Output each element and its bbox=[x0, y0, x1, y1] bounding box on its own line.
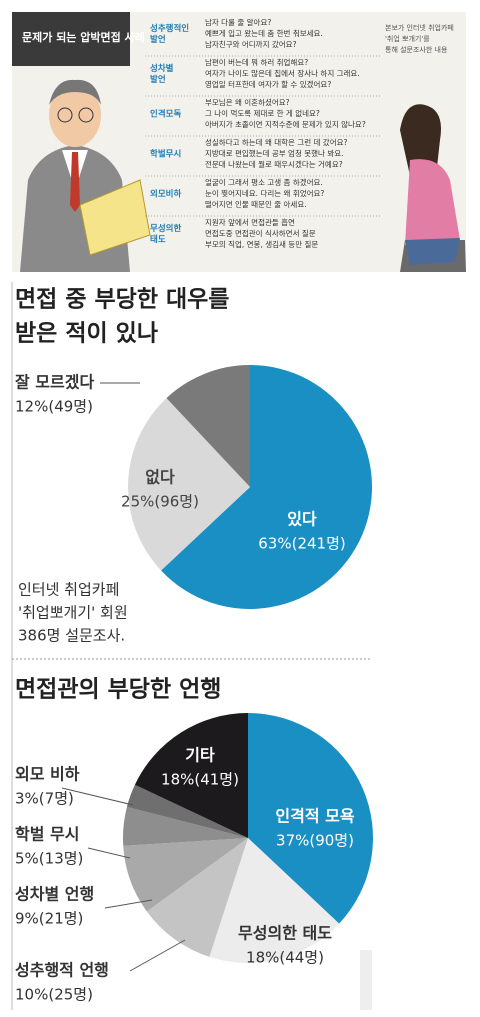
slice-value: 18%(41명) bbox=[161, 771, 239, 789]
slice-label: 성차별 언행 bbox=[15, 885, 94, 904]
row-item: 눈이 찢어지네요. 다리는 왜 휘었어요? bbox=[205, 188, 324, 198]
row-item: 전문대 나왔는데 뭘로 때우시겠다는 거예요? bbox=[205, 159, 343, 169]
panel-title: 문제가 되는 압박면접 사례 bbox=[22, 30, 145, 44]
slice-label: 기타 bbox=[185, 746, 215, 765]
row-item: 그 나이 먹도록 제대로 한 게 없네요? bbox=[205, 108, 320, 118]
slice-value: 63%(241명) bbox=[258, 535, 345, 553]
row-category: 인격모독 bbox=[150, 109, 181, 120]
row-category: 성차별 bbox=[150, 63, 174, 74]
row-item: 아버지가 초졸이면 지적수준에 문제가 있지 않나요? bbox=[205, 119, 366, 129]
row-item: 얼굴이 그래서 평소 고생 좀 하겠어요. bbox=[205, 177, 323, 187]
row-category: 성추행적인 bbox=[150, 23, 189, 34]
slice-label: 잘 모르겠다 bbox=[15, 373, 94, 392]
slice-value: 12%(49명) bbox=[15, 398, 93, 416]
row-category: 무성의한 bbox=[150, 223, 181, 234]
row-item: 여자가 나이도 많은데 집에서 장사나 하지 그래요. bbox=[205, 68, 360, 78]
pie-slice bbox=[209, 838, 340, 963]
slice-label: 없다 bbox=[145, 468, 175, 487]
row-item: 남자 다룰 줄 알아요? bbox=[205, 17, 271, 27]
slice-label: 인격적 모욕 bbox=[275, 807, 354, 826]
slice-value: 10%(25명) bbox=[15, 986, 93, 1004]
row-item: 남자친구와 어디까지 갔어요? bbox=[205, 39, 297, 49]
row-category: 발언 bbox=[150, 34, 166, 45]
row-item: 성실하다고 하는데 왜 대학은 그런 데 갔어요? bbox=[205, 137, 348, 147]
slice-value: 3%(7명) bbox=[15, 790, 74, 808]
row-item: 부모의 직업, 연봉, 생김새 등만 질문 bbox=[205, 239, 318, 249]
leader-line bbox=[104, 899, 153, 909]
row-item: 면접도중 면접관이 식사하면서 질문 bbox=[205, 228, 316, 238]
chart-title: 받은 적이 있나 bbox=[15, 321, 158, 347]
pie-slice bbox=[134, 713, 248, 838]
chart-note: 인터넷 취업카페 bbox=[18, 581, 119, 599]
chart-note: 386명 설문조사. bbox=[18, 627, 125, 645]
row-item: 지원자 앞에서 면접관들 흡연 bbox=[205, 217, 295, 227]
slice-label: 있다 bbox=[287, 510, 317, 529]
row-category: 학벌무시 bbox=[150, 149, 181, 160]
slice-label: 학벌 무시 bbox=[15, 825, 79, 844]
row-item: 떨어지면 인물 때문인 줄 아세요. bbox=[205, 199, 307, 209]
pie-slice bbox=[128, 398, 250, 571]
pie-slice bbox=[123, 838, 248, 912]
row-item: 지방대로 편입했는데 공부 엄청 못했나 봐요. bbox=[205, 148, 344, 158]
leader-line bbox=[61, 787, 134, 806]
slice-label: 무성의한 태도 bbox=[238, 924, 332, 943]
row-item: 부모님은 왜 이혼하셨어요? bbox=[205, 97, 290, 107]
row-category: 외모비하 bbox=[150, 189, 181, 200]
slice-label: 성추행적 언행 bbox=[15, 961, 109, 980]
slice-value: 18%(44명) bbox=[246, 949, 324, 967]
pie-slice bbox=[126, 784, 248, 838]
slice-label: 외모 비하 bbox=[15, 765, 80, 784]
pie-slice bbox=[123, 806, 248, 846]
panel-note: 통해 설문조사한 내용 bbox=[385, 45, 448, 54]
chart-title: 면접 중 부당한 대우를 bbox=[15, 287, 229, 313]
leader-line bbox=[129, 939, 186, 972]
chart-note: '취업뽀개기' 회원 bbox=[18, 604, 128, 622]
row-item: 남편이 버는데 뭐 하러 취업해요? bbox=[205, 57, 308, 67]
panel-note: '취업 뽀개기'를 bbox=[385, 34, 430, 43]
title-box bbox=[12, 12, 130, 66]
leader-line bbox=[87, 847, 131, 859]
pie-slice bbox=[248, 713, 373, 924]
slice-value: 9%(21명) bbox=[15, 910, 83, 928]
interviewer-illustration bbox=[20, 79, 151, 272]
slice-value: 5%(13명) bbox=[15, 850, 83, 868]
pie-slice bbox=[166, 365, 250, 487]
row-item: 예쁘게 입고 왔는데 춤 한번 춰보세요. bbox=[205, 28, 323, 38]
pie-slice bbox=[161, 365, 373, 609]
scroll-handle bbox=[360, 950, 372, 1010]
row-category: 태도 bbox=[150, 234, 166, 245]
pie-slice bbox=[146, 838, 248, 957]
panel-note: 본보가 인터넷 취업카페 bbox=[385, 23, 454, 32]
slice-value: 37%(90명) bbox=[276, 832, 354, 850]
candidate-illustration bbox=[400, 104, 466, 272]
row-item: 영업일 터프한데 여자가 할 수 있겠어요? bbox=[205, 79, 331, 89]
row-category: 발언 bbox=[150, 74, 166, 85]
chart-title: 면접관의 부당한 언행 bbox=[15, 677, 221, 703]
slice-value: 25%(96명) bbox=[121, 493, 199, 511]
